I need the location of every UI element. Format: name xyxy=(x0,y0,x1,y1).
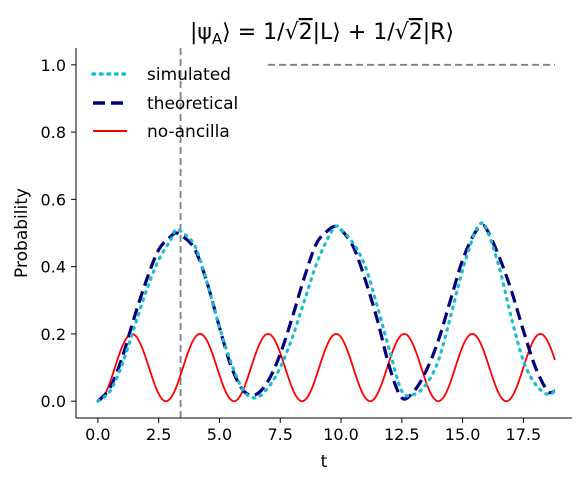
x-axis-label: t xyxy=(321,452,328,472)
y-tick-label: 0.6 xyxy=(41,190,66,209)
y-tick-label: 0.8 xyxy=(41,123,66,142)
x-tick-label: 0.0 xyxy=(85,425,110,444)
series-layer xyxy=(96,221,557,403)
legend-label-no-ancilla: no-ancilla xyxy=(147,122,230,142)
legend-label-simulated: simulated xyxy=(147,65,231,85)
y-axis-label: Probability xyxy=(12,188,32,278)
reference-lines xyxy=(179,48,555,418)
x-ticks: 0.0 2.5 5.0 7.5 10.0 12.5 15.0 17.5 xyxy=(85,418,541,444)
y-tick-label: 1.0 xyxy=(41,56,66,75)
y-tick-label: 0.0 xyxy=(41,392,66,411)
chart-title: |ψA⟩ = 1/√2|L⟩ + 1/√2|R⟩ xyxy=(190,20,454,48)
legend-label-theoretical: theoretical xyxy=(147,94,238,114)
x-tick-label: 5.0 xyxy=(207,425,232,444)
y-ticks: 0.0 0.2 0.4 0.6 0.8 1.0 xyxy=(41,56,76,411)
x-tick-label: 15.0 xyxy=(445,425,481,444)
series-line-no-ancilla xyxy=(97,332,556,403)
x-tick-label: 12.5 xyxy=(384,425,420,444)
y-tick-label: 0.4 xyxy=(41,258,66,277)
series-line-simulated xyxy=(96,221,557,403)
legend: simulated theoretical no-ancilla xyxy=(91,65,238,142)
y-tick-label: 0.2 xyxy=(41,325,66,344)
chart-title-text: |ψA⟩ = 1/√2|L⟩ + 1/√2|R⟩ xyxy=(190,20,454,48)
x-tick-label: 10.0 xyxy=(323,425,359,444)
x-tick-label: 17.5 xyxy=(506,425,542,444)
series-line-theoretical xyxy=(96,224,556,403)
x-tick-label: 2.5 xyxy=(146,425,171,444)
x-tick-label: 7.5 xyxy=(268,425,293,444)
